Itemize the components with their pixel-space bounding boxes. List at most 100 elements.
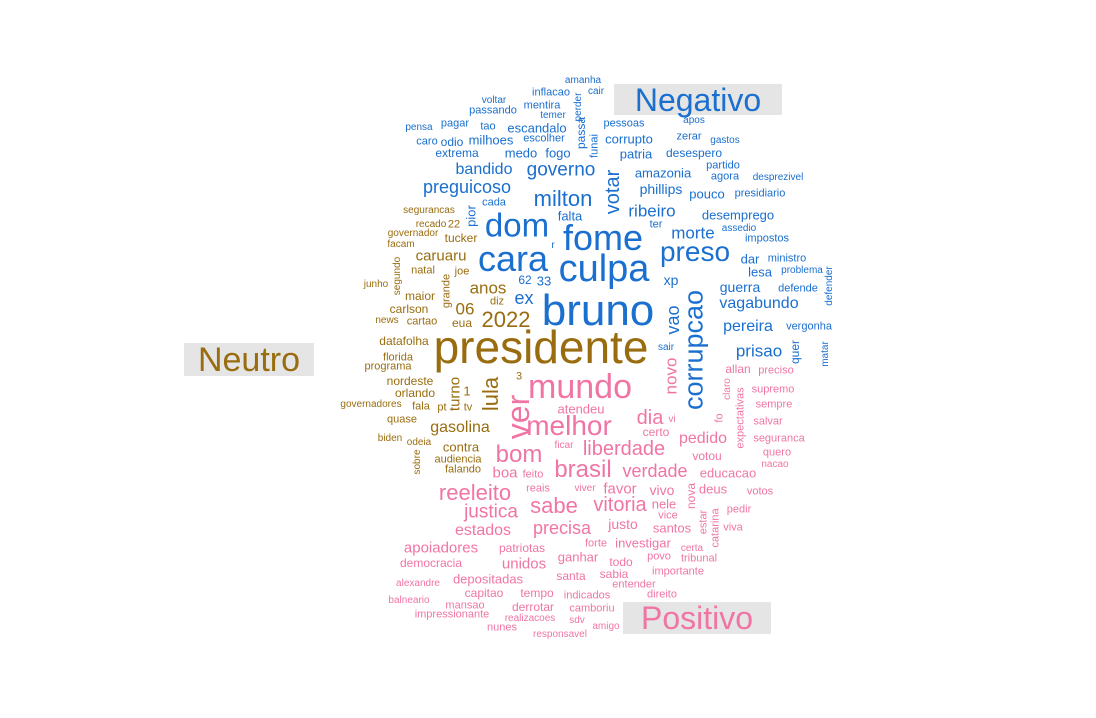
word-positivo-investigar: investigar (615, 535, 671, 551)
word-neutro-diz: diz (489, 295, 505, 308)
word-negativo-62: 62 (518, 273, 532, 287)
word-negativo-caro: caro (416, 135, 438, 148)
word-neutro-natal: natal (411, 264, 435, 277)
word-negativo-vao: vao (663, 305, 683, 335)
word-neutro-sobre: sobre (412, 449, 423, 475)
word-neutro-audiencia: audiencia (434, 453, 482, 466)
word-neutro-orlando: orlando (394, 386, 436, 400)
word-positivo-estados: estados (454, 522, 512, 539)
word-negativo-funai: funai (588, 134, 601, 158)
word-positivo-precisa: precisa (532, 518, 592, 538)
category-label-neutro-text: Neutro (197, 340, 301, 379)
word-negativo-cair: cair (587, 86, 605, 97)
word-positivo-viver: viver (574, 483, 596, 494)
word-negativo-pessoas: pessoas (603, 117, 645, 130)
word-positivo-pedido: pedido (678, 430, 728, 447)
word-positivo-boa: boa (492, 464, 518, 482)
word-positivo-justo: justo (608, 516, 638, 532)
word-positivo-sabe: sabe (530, 493, 578, 518)
word-neutro-junho: junho (363, 279, 389, 290)
word-positivo-direito: direito (647, 588, 677, 601)
word-neutro-turno: turno (446, 376, 464, 412)
word-negativo-33: 33 (536, 273, 552, 289)
word-negativo-amanha: amanha (564, 75, 602, 86)
word-positivo-vi: vi (668, 414, 676, 425)
word-negativo-sair: sair (657, 342, 675, 353)
word-negativo-escolher: escolher (523, 132, 565, 145)
word-neutro-gasolina: gasolina (430, 419, 490, 436)
word-negativo-dar: dar (740, 251, 760, 267)
word-negativo-odio: odio (440, 135, 464, 149)
word-negativo-amazonia: amazonia (634, 165, 692, 181)
word-positivo-verdade: verdade (622, 461, 688, 481)
word-positivo-liberdade: liberdade (582, 438, 666, 460)
word-negativo-votar: votar (602, 169, 624, 215)
word-negativo-presidiario: presidiario (734, 187, 786, 200)
word-positivo-importante: importante (652, 565, 704, 578)
word-negativo-gastos: gastos (710, 135, 740, 146)
word-positivo-melhor: melhor (526, 410, 612, 441)
word-positivo-vivo: vivo (649, 482, 675, 498)
word-negativo-governo: governo (526, 159, 596, 181)
word-negativo-pereira: pereira (723, 318, 773, 335)
word-negativo-preguicoso: preguicoso (422, 177, 512, 197)
word-negativo-escandalo: escandalo (507, 120, 567, 136)
word-positivo-santos: santos (652, 520, 692, 536)
word-positivo-nova: nova (684, 482, 698, 510)
word-positivo-indicados: indicados (563, 589, 611, 602)
word-negativo-vagabundo: vagabundo (719, 295, 799, 312)
word-positivo-democracia: democracia (399, 556, 463, 570)
word-positivo-patriotas: patriotas (498, 541, 546, 555)
word-neutro-facam: facam (387, 239, 415, 250)
category-label-positivo: Positivo (623, 602, 771, 634)
word-negativo-culpa: culpa (558, 248, 650, 290)
word-positivo-amigo: amigo (592, 621, 620, 632)
word-negativo-pior: pior (463, 205, 479, 227)
word-negativo-patria: patria (619, 146, 653, 162)
word-negativo-desprezivel: desprezivel (752, 172, 804, 183)
word-positivo-nacao: nacao (761, 459, 789, 470)
word-neutro-maior: maior (404, 289, 436, 303)
word-positivo-forte: forte (584, 537, 608, 550)
word-negativo-inflacao: inflacao (532, 86, 570, 99)
word-positivo-votos: votos (746, 485, 774, 498)
word-positivo-unidos: unidos (501, 555, 547, 573)
word-negativo-fogo: fogo (545, 145, 571, 161)
word-negativo-pagar: pagar (440, 117, 470, 130)
word-positivo-impressionante: impressionante (414, 608, 490, 621)
word-positivo-fo: fo (713, 413, 726, 423)
word-positivo-ganhar: ganhar (557, 549, 599, 565)
word-neutro-lula: lula (478, 376, 503, 412)
category-label-negativo-text: Negativo (634, 81, 762, 118)
word-negativo-partido: partido (706, 159, 740, 172)
word-negativo-medo: medo (504, 145, 538, 161)
word-neutro-segundo: segundo (392, 256, 403, 296)
word-negativo-defende: defende (778, 282, 818, 295)
word-negativo-vergonha: vergonha (786, 320, 832, 333)
word-neutro-governadores: governadores (340, 399, 402, 410)
word-positivo-realizacoes: realizacoes (504, 613, 556, 624)
word-positivo-atendeu: atendeu (557, 401, 605, 417)
word-negativo-impostos: impostos (744, 232, 790, 245)
word-negativo-xp: xp (663, 272, 679, 288)
word-negativo-passa: passa (574, 116, 588, 150)
word-negativo-r: r (551, 240, 555, 251)
word-negativo-bruno: bruno (541, 286, 655, 335)
word-neutro-biden: biden (377, 433, 403, 444)
word-positivo-certo: certo (642, 425, 670, 439)
word-neutro-carlson: carlson (389, 302, 429, 316)
word-negativo-phillips: phillips (639, 181, 683, 197)
word-positivo-balneario: balneario (388, 595, 430, 606)
word-neutro-eua: eua (451, 316, 473, 330)
word-positivo-votou: votou (692, 449, 722, 463)
word-negativo-bandido: bandido (455, 161, 513, 178)
word-negativo-ter: ter (649, 218, 663, 231)
word-positivo-vitoria: vitoria (593, 494, 647, 516)
word-positivo-certa: certa (680, 543, 704, 554)
word-positivo-allan: allan (725, 362, 751, 376)
word-negativo-ex: ex (514, 288, 534, 308)
word-negativo-matar: matar (820, 341, 831, 367)
word-negativo-extrema: extrema (435, 146, 479, 160)
word-positivo-salvar: salvar (753, 415, 783, 428)
word-negativo-lesa: lesa (748, 264, 772, 280)
